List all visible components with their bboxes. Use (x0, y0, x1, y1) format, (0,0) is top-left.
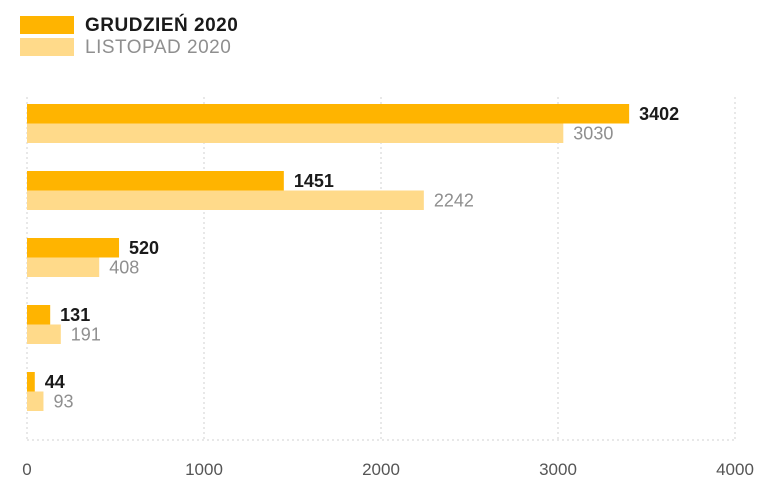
bar-s2-3 (27, 257, 100, 277)
bar-value-label-s2-1: 3030 (573, 124, 613, 144)
bar-value-label-s1-2: 1451 (294, 171, 334, 191)
bar-value-label-s2-4: 191 (71, 325, 101, 345)
x-tick-label-0: 0 (22, 460, 31, 479)
x-axis: 0 1000 2000 3000 4000 (22, 460, 754, 479)
bar-s2-1 (27, 123, 564, 143)
x-tick-label-2000: 2000 (362, 460, 400, 479)
bar-value-label-s2-2: 2242 (434, 191, 474, 211)
bar-s2-5 (27, 391, 44, 411)
bar-value-label-s1-3: 520 (129, 238, 159, 258)
x-tick-label-1000: 1000 (185, 460, 223, 479)
bar-value-label-s2-3: 408 (109, 258, 139, 278)
bar-s1-1 (27, 104, 630, 124)
bar-s1-3 (27, 238, 120, 258)
legend-label-1: GRUDZIEŃ 2020 (85, 14, 238, 36)
bar-value-label-s1-4: 131 (60, 305, 90, 325)
bar-s2-4 (27, 324, 61, 344)
bar-s1-4 (27, 305, 51, 325)
legend-label-2: LISTOPAD 2020 (85, 37, 231, 58)
legend-swatch-1 (20, 16, 74, 34)
bar-value-label-s1-1: 3402 (639, 104, 679, 124)
x-tick-label-4000: 4000 (716, 460, 754, 479)
bar-s1-5 (27, 372, 35, 392)
bar-value-label-s2-5: 93 (53, 392, 73, 412)
x-tick-label-3000: 3000 (539, 460, 577, 479)
bar-s1-2 (27, 171, 284, 191)
bar-s2-2 (27, 190, 424, 210)
legend-swatch-2 (20, 38, 74, 56)
bar-value-label-s1-5: 44 (45, 372, 65, 392)
